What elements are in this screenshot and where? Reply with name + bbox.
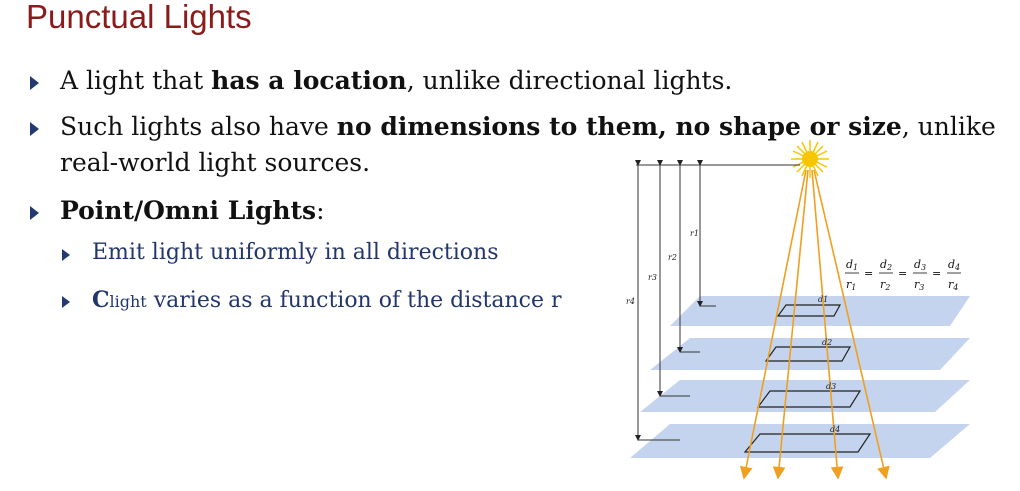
radius-label-3: r3 bbox=[648, 273, 657, 282]
subbullet-2: Clight varies as a function of the dista… bbox=[92, 287, 562, 313]
plane-1 bbox=[670, 296, 970, 326]
side-label-3: d3 bbox=[826, 382, 836, 391]
svg-text:r4: r4 bbox=[948, 278, 958, 292]
bullet-3: Point/Omni Lights: bbox=[60, 196, 325, 225]
svg-text:r2: r2 bbox=[880, 278, 890, 292]
ratio-equation: d1 r1 = d2 r2 = d3 r3 = d4 r4 bbox=[845, 258, 961, 292]
square-2 bbox=[764, 346, 852, 362]
radius-label-4: r4 bbox=[626, 297, 635, 306]
bullet-1: A light that has a location, unlike dire… bbox=[60, 66, 733, 95]
plane-4 bbox=[630, 424, 970, 458]
svg-text:=: = bbox=[898, 267, 907, 280]
side-label-2: d2 bbox=[822, 338, 832, 347]
subbullet-arrow-icon bbox=[62, 249, 70, 261]
svg-text:d1: d1 bbox=[846, 258, 858, 272]
subbullet-1: Emit light uniformly in all directions bbox=[92, 240, 499, 265]
plane-2 bbox=[650, 338, 970, 370]
svg-text:r1: r1 bbox=[846, 278, 856, 292]
square-1 bbox=[776, 304, 842, 317]
radius-label-1: r1 bbox=[690, 229, 699, 238]
bullet-2-line-2: real-world light sources. bbox=[60, 148, 371, 177]
subbullet-arrow-icon bbox=[62, 296, 70, 308]
bullet-2: Such lights also have no dimensions to t… bbox=[60, 112, 996, 141]
svg-text:d3: d3 bbox=[914, 258, 926, 272]
bullet-arrow-icon bbox=[30, 206, 39, 220]
bullet-arrow-icon bbox=[30, 76, 39, 90]
ray bbox=[772, 169, 809, 480]
svg-text:r3: r3 bbox=[914, 278, 924, 292]
ray bbox=[811, 169, 844, 480]
side-label-1: d1 bbox=[818, 295, 828, 304]
bullet-arrow-icon bbox=[30, 122, 39, 136]
svg-text:d4: d4 bbox=[948, 258, 960, 272]
ray bbox=[813, 169, 890, 480]
ray bbox=[739, 169, 807, 480]
sun-icon bbox=[791, 140, 829, 178]
plane-3 bbox=[640, 380, 970, 412]
radius-label-2: r2 bbox=[668, 253, 677, 262]
slide-title: Punctual Lights bbox=[26, 0, 252, 35]
svg-text:d2: d2 bbox=[880, 258, 892, 272]
svg-text:=: = bbox=[932, 267, 941, 280]
side-label-4: d4 bbox=[830, 425, 840, 434]
svg-text:=: = bbox=[864, 267, 873, 280]
